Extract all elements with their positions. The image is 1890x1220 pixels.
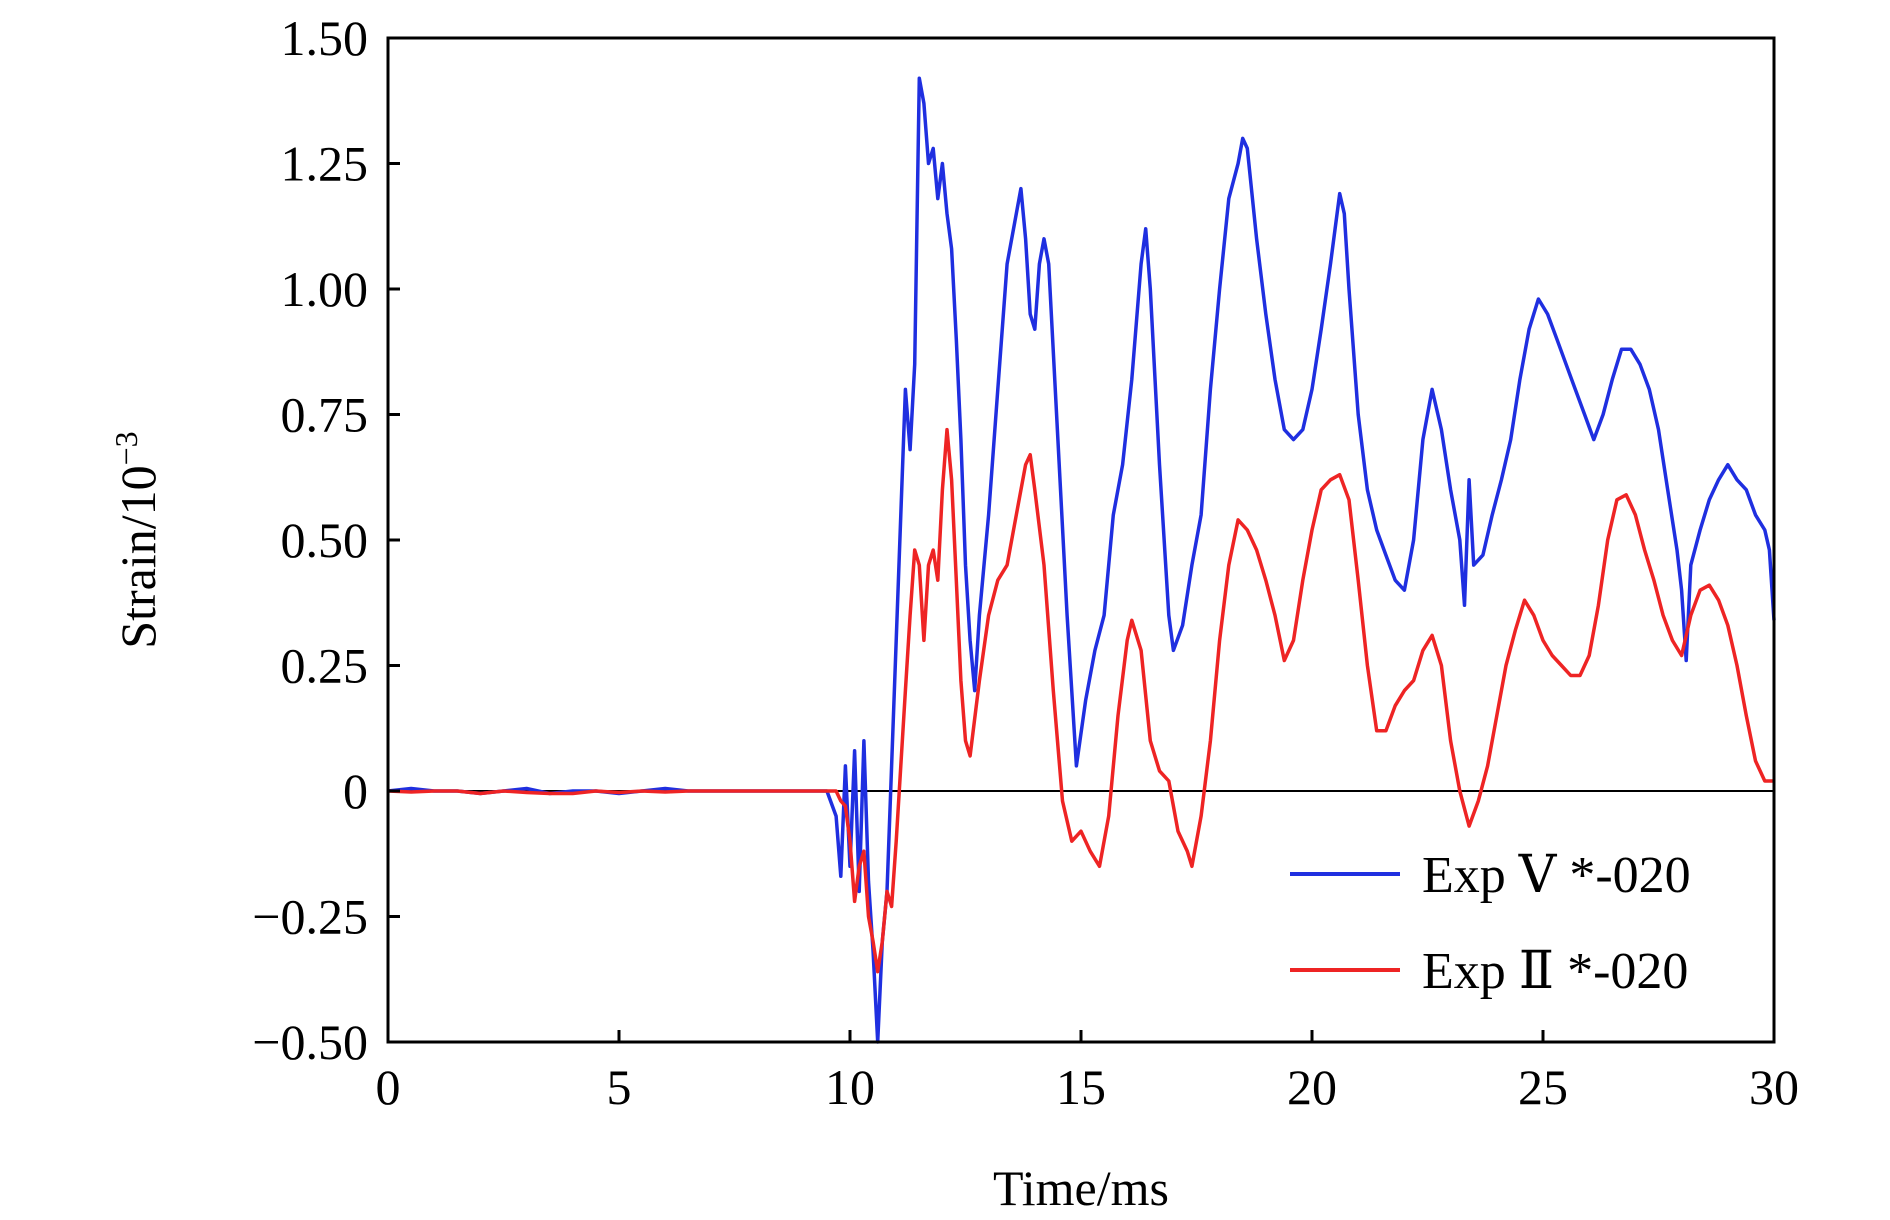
y-axis-title-base: Strain/10 bbox=[110, 465, 166, 648]
y-tick-label: 1.00 bbox=[281, 261, 369, 317]
legend-label-exp-ii: Exp Ⅱ *-020 bbox=[1422, 943, 1688, 1000]
y-tick-label: 1.50 bbox=[281, 10, 369, 66]
y-tick-label: 0.75 bbox=[281, 387, 369, 443]
legend-label-exp-v: Exp Ⅴ *-020 bbox=[1422, 847, 1691, 904]
x-tick-label: 25 bbox=[1518, 1059, 1568, 1115]
series-line-1 bbox=[387, 427, 1774, 974]
x-tick-label: 30 bbox=[1749, 1059, 1799, 1115]
y-axis-title-exponent: −3 bbox=[108, 431, 144, 465]
x-tick-label: 15 bbox=[1056, 1059, 1106, 1115]
x-tick-label: 10 bbox=[825, 1059, 875, 1115]
series-line-0 bbox=[387, 76, 1776, 1044]
y-tick-label: 0.25 bbox=[281, 638, 369, 694]
legend: Exp Ⅴ *-020 Exp Ⅱ *-020 bbox=[1290, 847, 1691, 1000]
x-tick-label: 5 bbox=[607, 1059, 632, 1115]
y-tick-label: 1.25 bbox=[281, 136, 369, 192]
y-tick-label: 0 bbox=[343, 763, 368, 819]
x-tick-label: 0 bbox=[376, 1059, 401, 1115]
x-tick-label: 20 bbox=[1287, 1059, 1337, 1115]
y-tick-label: −0.50 bbox=[252, 1014, 368, 1070]
x-axis: 0 5 10 15 20 25 30 bbox=[376, 1030, 1799, 1115]
y-tick-label: −0.25 bbox=[252, 889, 368, 945]
x-axis-title: Time/ms bbox=[993, 1160, 1169, 1215]
y-axis-title: Strain/10−3 bbox=[108, 431, 166, 648]
y-axis: −0.50 −0.25 0 0.25 0.50 0.75 1.00 1.25 1.50 bbox=[252, 10, 400, 1070]
plot-lines bbox=[387, 76, 1776, 1044]
y-tick-label: 0.50 bbox=[281, 512, 369, 568]
